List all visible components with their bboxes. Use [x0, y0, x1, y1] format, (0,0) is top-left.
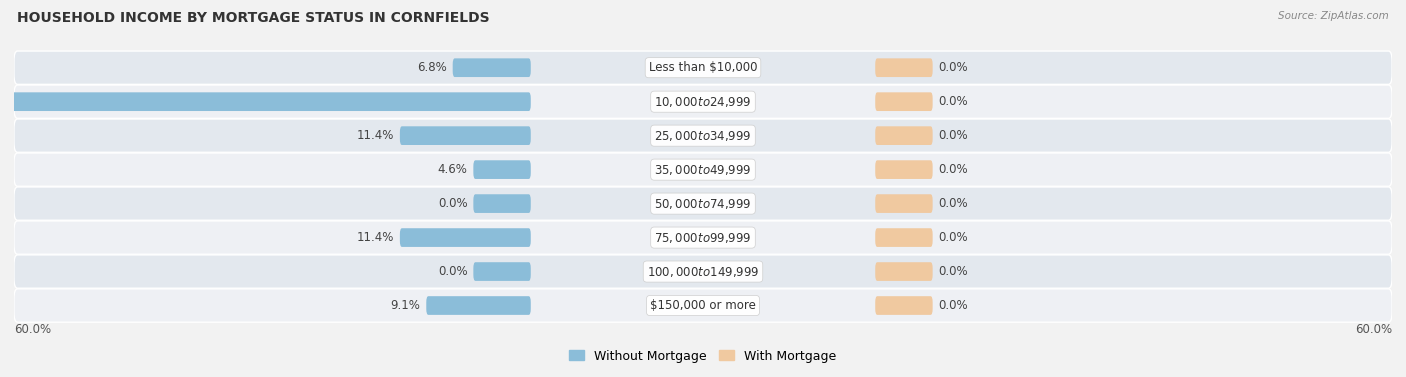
Text: 11.4%: 11.4% — [357, 129, 394, 142]
FancyBboxPatch shape — [14, 289, 1392, 322]
FancyBboxPatch shape — [14, 119, 1392, 152]
FancyBboxPatch shape — [14, 85, 1392, 118]
Text: 0.0%: 0.0% — [938, 163, 967, 176]
Text: Less than $10,000: Less than $10,000 — [648, 61, 758, 74]
Text: Source: ZipAtlas.com: Source: ZipAtlas.com — [1278, 11, 1389, 21]
Text: 60.0%: 60.0% — [14, 323, 51, 336]
FancyBboxPatch shape — [399, 228, 531, 247]
FancyBboxPatch shape — [875, 194, 932, 213]
FancyBboxPatch shape — [426, 296, 531, 315]
Text: 0.0%: 0.0% — [938, 265, 967, 278]
FancyBboxPatch shape — [875, 92, 932, 111]
FancyBboxPatch shape — [14, 255, 1392, 288]
Text: $35,000 to $49,999: $35,000 to $49,999 — [654, 162, 752, 177]
FancyBboxPatch shape — [14, 187, 1392, 220]
Text: 9.1%: 9.1% — [391, 299, 420, 312]
Text: $50,000 to $74,999: $50,000 to $74,999 — [654, 196, 752, 211]
FancyBboxPatch shape — [875, 58, 932, 77]
FancyBboxPatch shape — [474, 262, 531, 281]
FancyBboxPatch shape — [14, 153, 1392, 186]
Text: 0.0%: 0.0% — [938, 95, 967, 108]
FancyBboxPatch shape — [14, 221, 1392, 254]
Text: $25,000 to $34,999: $25,000 to $34,999 — [654, 129, 752, 143]
Text: 6.8%: 6.8% — [418, 61, 447, 74]
Text: 0.0%: 0.0% — [938, 129, 967, 142]
Text: 0.0%: 0.0% — [439, 197, 468, 210]
FancyBboxPatch shape — [14, 51, 1392, 84]
Text: HOUSEHOLD INCOME BY MORTGAGE STATUS IN CORNFIELDS: HOUSEHOLD INCOME BY MORTGAGE STATUS IN C… — [17, 11, 489, 25]
FancyBboxPatch shape — [474, 160, 531, 179]
Text: $150,000 or more: $150,000 or more — [650, 299, 756, 312]
FancyBboxPatch shape — [875, 262, 932, 281]
Text: 11.4%: 11.4% — [357, 231, 394, 244]
Text: 0.0%: 0.0% — [938, 231, 967, 244]
Text: 0.0%: 0.0% — [938, 197, 967, 210]
Text: 0.0%: 0.0% — [439, 265, 468, 278]
Text: $100,000 to $149,999: $100,000 to $149,999 — [647, 265, 759, 279]
Text: 4.6%: 4.6% — [437, 163, 468, 176]
Text: $10,000 to $24,999: $10,000 to $24,999 — [654, 95, 752, 109]
FancyBboxPatch shape — [0, 92, 531, 111]
Text: 0.0%: 0.0% — [938, 61, 967, 74]
FancyBboxPatch shape — [453, 58, 531, 77]
FancyBboxPatch shape — [474, 194, 531, 213]
FancyBboxPatch shape — [875, 228, 932, 247]
Text: $75,000 to $99,999: $75,000 to $99,999 — [654, 231, 752, 245]
Text: 0.0%: 0.0% — [938, 299, 967, 312]
FancyBboxPatch shape — [875, 126, 932, 145]
Text: 60.0%: 60.0% — [1355, 323, 1392, 336]
FancyBboxPatch shape — [399, 126, 531, 145]
Legend: Without Mortgage, With Mortgage: Without Mortgage, With Mortgage — [564, 345, 842, 368]
FancyBboxPatch shape — [875, 160, 932, 179]
FancyBboxPatch shape — [875, 296, 932, 315]
